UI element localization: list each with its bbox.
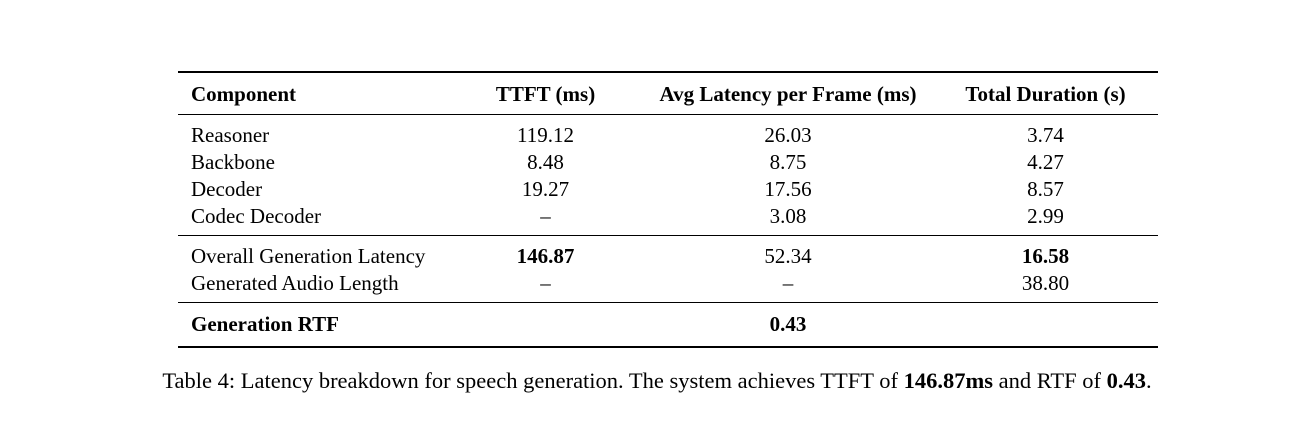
table-row: Generation RTF 0.43 — [178, 311, 1158, 338]
cell-avg-latency: – — [782, 271, 794, 295]
cell-avg-latency: 17.56 — [764, 177, 812, 201]
latency-table: Component TTFT (ms) Avg Latency per Fram… — [178, 71, 1158, 348]
table-caption: Table 4: Latency breakdown for speech ge… — [0, 366, 1314, 396]
cell-component: Generation RTF — [191, 312, 339, 336]
cell-ttft: – — [540, 204, 551, 228]
cell-total-duration: 16.58 — [1021, 244, 1070, 268]
cell-component: Generated Audio Length — [191, 271, 399, 295]
cell-avg-latency: 52.34 — [764, 244, 812, 268]
cell-avg-latency: 8.75 — [769, 150, 807, 174]
table-row: Reasoner 119.12 26.03 3.74 — [178, 122, 1158, 149]
cell-ttft — [448, 311, 643, 338]
caption-text: and RTF of — [998, 368, 1102, 393]
cell-component: Overall Generation Latency — [191, 244, 426, 268]
cell-ttft: 19.27 — [521, 177, 570, 201]
table-rule-mid-1 — [178, 235, 1158, 236]
table-section-rtf: Generation RTF 0.43 — [178, 303, 1158, 346]
table-rule-top — [178, 71, 1158, 73]
cell-total-duration: 38.80 — [1021, 271, 1070, 295]
table-rule-below-header — [178, 114, 1158, 115]
table-section-components: Reasoner 119.12 26.03 3.74 Backbone 8.48… — [178, 115, 1158, 235]
table-row: Decoder 19.27 17.56 8.57 — [178, 176, 1158, 203]
header-component: Component — [191, 82, 297, 106]
cell-total-duration: 3.74 — [1027, 123, 1064, 147]
cell-total-duration — [933, 311, 1158, 338]
cell-total-duration: 2.99 — [1027, 204, 1064, 228]
table-header-row: Component TTFT (ms) Avg Latency per Fram… — [178, 73, 1158, 114]
table-rule-mid-2 — [178, 302, 1158, 303]
cell-avg-latency: 3.08 — [769, 204, 807, 228]
cell-component: Codec Decoder — [191, 204, 322, 228]
cell-component: Decoder — [191, 177, 263, 201]
table-rule-bottom — [178, 346, 1158, 348]
cell-avg-latency: 0.43 — [769, 312, 807, 336]
table-row: Backbone 8.48 8.75 4.27 — [178, 149, 1158, 176]
caption-label: Table 4: — [162, 368, 236, 393]
header-ttft: TTFT (ms) — [495, 82, 596, 106]
cell-avg-latency: 26.03 — [764, 123, 812, 147]
cell-total-duration: 8.57 — [1027, 177, 1064, 201]
table-row: Overall Generation Latency 146.87 52.34 … — [178, 243, 1158, 270]
cell-ttft: – — [540, 271, 551, 295]
cell-ttft: 146.87 — [516, 244, 575, 268]
table-row: Codec Decoder – 3.08 2.99 — [178, 203, 1158, 230]
cell-total-duration: 4.27 — [1027, 150, 1064, 174]
cell-ttft: 8.48 — [527, 150, 564, 174]
cell-component: Backbone — [191, 150, 275, 174]
cell-ttft: 119.12 — [517, 123, 574, 147]
caption-ttft-value: 146.87ms — [903, 368, 994, 393]
header-avg-latency: Avg Latency per Frame (ms) — [659, 82, 917, 106]
caption-period: . — [1146, 368, 1152, 393]
header-total-duration: Total Duration (s) — [965, 82, 1126, 106]
table-section-summary: Overall Generation Latency 146.87 52.34 … — [178, 236, 1158, 302]
cell-component: Reasoner — [191, 123, 270, 147]
table-row: Generated Audio Length – – 38.80 — [178, 270, 1158, 297]
caption-text: Latency breakdown for speech generation.… — [240, 368, 899, 393]
caption-rtf-value: 0.43 — [1106, 368, 1147, 393]
